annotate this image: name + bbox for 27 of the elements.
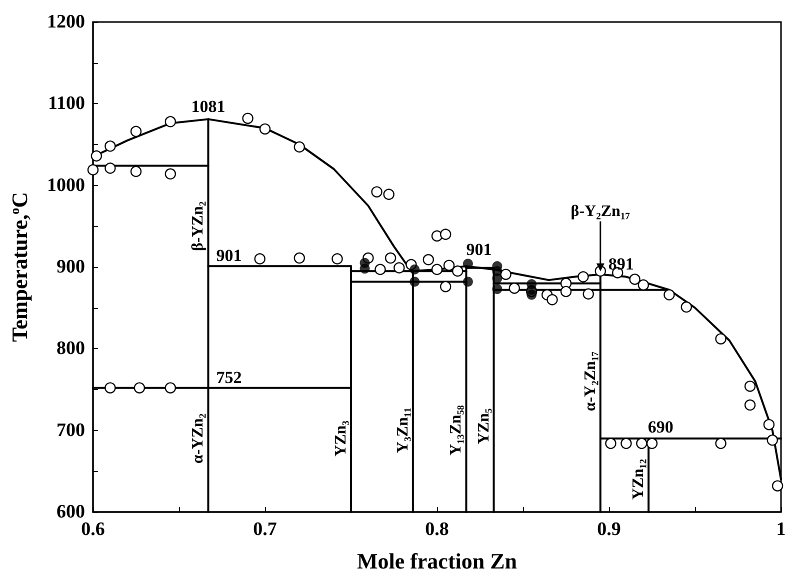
y-tick-label: 1100 [48, 93, 85, 114]
y-axis-title: Temperature,oC [7, 192, 32, 342]
annotation: Y₁₃Zn₅₈ [448, 404, 465, 456]
annotation: α-YZn₂ [190, 413, 207, 464]
annotation: 1081 [191, 97, 226, 116]
x-tick-label: 1 [776, 519, 786, 540]
y-tick-label: 1200 [47, 12, 85, 32]
annotation: 690 [648, 418, 674, 436]
annotation: 891 [608, 254, 634, 274]
annotation: 901 [466, 240, 492, 260]
annotation: 901 [216, 246, 242, 266]
annotation: YZn₅ [475, 408, 492, 444]
annotation: 752 [216, 368, 242, 387]
y-tick-label: 700 [56, 420, 85, 441]
y-tick-label: 1000 [47, 174, 85, 196]
annotation: α-Y₂Zn₁₇ [582, 351, 599, 412]
x-tick-label: 0.7 [253, 519, 278, 540]
annotation: Y₃Zn₁₁ [394, 407, 412, 454]
annotation: β-Y₂Zn₁₇ [570, 202, 630, 220]
annotation: β-YZn₂ [190, 201, 207, 252]
x-tick-label: 0.8 [425, 519, 449, 540]
annotation: YZn₁₂ [630, 458, 648, 500]
x-axis-title: Mole fraction Zn [356, 548, 518, 574]
y-tick-label: 800 [56, 338, 85, 360]
y-tick-label: 900 [56, 256, 85, 278]
annotation: YZn₃ [332, 420, 350, 456]
x-tick-label: 0.9 [597, 519, 621, 540]
